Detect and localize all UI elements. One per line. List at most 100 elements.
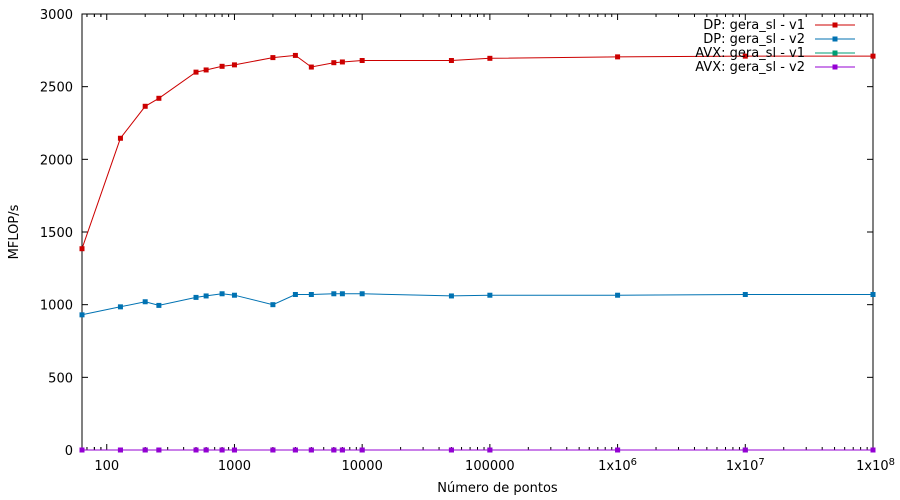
data-point — [117, 135, 123, 141]
legend-swatch-marker — [832, 36, 838, 42]
data-point — [117, 447, 123, 453]
data-point — [308, 291, 314, 297]
x-tick-label: 1x108 — [856, 457, 895, 474]
data-point — [308, 447, 314, 453]
data-point — [292, 52, 298, 58]
data-point — [193, 69, 199, 75]
x-tick-label-exponent: 8 — [889, 457, 895, 468]
y-tick-label: 500 — [48, 371, 73, 386]
data-point — [870, 53, 876, 59]
data-point — [270, 447, 276, 453]
data-point — [156, 302, 162, 308]
series-4 — [79, 447, 876, 453]
data-point — [359, 291, 365, 297]
data-point — [742, 291, 748, 297]
data-point — [156, 447, 162, 453]
data-point — [219, 291, 225, 297]
data-point — [331, 60, 337, 66]
x-tick-label-exponent: 6 — [631, 457, 637, 468]
data-point — [331, 291, 337, 297]
data-point — [615, 447, 621, 453]
data-point — [487, 55, 493, 61]
y-tick-label: 0 — [65, 444, 73, 459]
data-point — [331, 447, 337, 453]
data-point — [448, 447, 454, 453]
data-point — [193, 294, 199, 300]
x-tick-label-base: 1000 — [218, 459, 251, 474]
plot-border — [81, 13, 874, 451]
data-point — [870, 447, 876, 453]
data-point — [156, 95, 162, 101]
legend-label: AVX: gera_sl - v2 — [695, 60, 805, 75]
data-point — [270, 302, 276, 308]
y-axis-label: MFLOP/s — [7, 204, 22, 259]
data-point — [487, 292, 493, 298]
data-point — [292, 447, 298, 453]
data-point — [231, 292, 237, 298]
data-point — [292, 291, 298, 297]
data-point — [79, 447, 85, 453]
y-tick-label: 3000 — [40, 8, 73, 23]
data-point — [142, 299, 148, 305]
data-point — [142, 447, 148, 453]
data-point — [339, 447, 345, 453]
y-tick-label: 1500 — [40, 226, 73, 241]
legend-swatch-marker — [832, 64, 838, 70]
y-tick-label: 1000 — [40, 299, 73, 314]
x-tick-label: 1000 — [218, 459, 251, 474]
data-point — [448, 293, 454, 299]
series-layer — [79, 52, 876, 453]
x-tick-label-exponent: 7 — [758, 457, 764, 468]
x-tick-label-base: 1x10 — [856, 459, 889, 474]
x-tick-label: 100000 — [465, 459, 515, 474]
x-tick-label-base: 100 — [94, 459, 119, 474]
x-tick-label: 1x106 — [598, 457, 637, 474]
legend-swatch-marker — [832, 50, 838, 56]
data-point — [231, 62, 237, 68]
data-point — [359, 58, 365, 64]
data-point — [339, 59, 345, 65]
data-point — [487, 447, 493, 453]
x-tick-label: 100 — [94, 459, 119, 474]
data-point — [219, 63, 225, 69]
legend-label: DP: gera_sl - v2 — [703, 32, 805, 47]
data-point — [117, 304, 123, 310]
data-point — [203, 293, 209, 299]
data-point — [742, 447, 748, 453]
series-line — [81, 54, 873, 249]
data-point — [339, 291, 345, 297]
data-point — [219, 447, 225, 453]
legend-swatch-marker — [832, 22, 838, 28]
axes: 0 500 1000 1500 2000 2500 3000 100 1000 10000 1000… — [7, 8, 895, 496]
data-point — [193, 447, 199, 453]
series-line — [81, 293, 873, 316]
data-point — [742, 53, 748, 59]
data-point — [142, 103, 148, 109]
y-tick-label: 2500 — [40, 81, 73, 96]
data-point — [615, 292, 621, 298]
data-point — [79, 246, 85, 252]
data-point — [203, 447, 209, 453]
x-tick-label: 10000 — [341, 459, 382, 474]
data-point — [79, 312, 85, 318]
x-axis-label: Número de pontos — [437, 481, 558, 496]
data-point — [448, 58, 454, 64]
x-tick-label-base: 1x10 — [726, 459, 759, 474]
data-point — [270, 55, 276, 61]
data-point — [231, 447, 237, 453]
data-point — [203, 67, 209, 73]
series-2 — [79, 291, 876, 318]
x-tick-label: 1x107 — [726, 457, 765, 474]
y-tick-label: 2000 — [40, 153, 73, 168]
legend-label: DP: gera_sl - v1 — [703, 18, 805, 33]
data-point — [359, 447, 365, 453]
data-point — [870, 291, 876, 297]
x-tick-label-base: 100000 — [465, 459, 515, 474]
series-1 — [79, 52, 876, 252]
data-point — [308, 64, 314, 70]
legend-label: AVX: gera_sl - v1 — [695, 46, 805, 61]
x-tick-label-base: 1x10 — [598, 459, 631, 474]
data-point — [615, 54, 621, 60]
